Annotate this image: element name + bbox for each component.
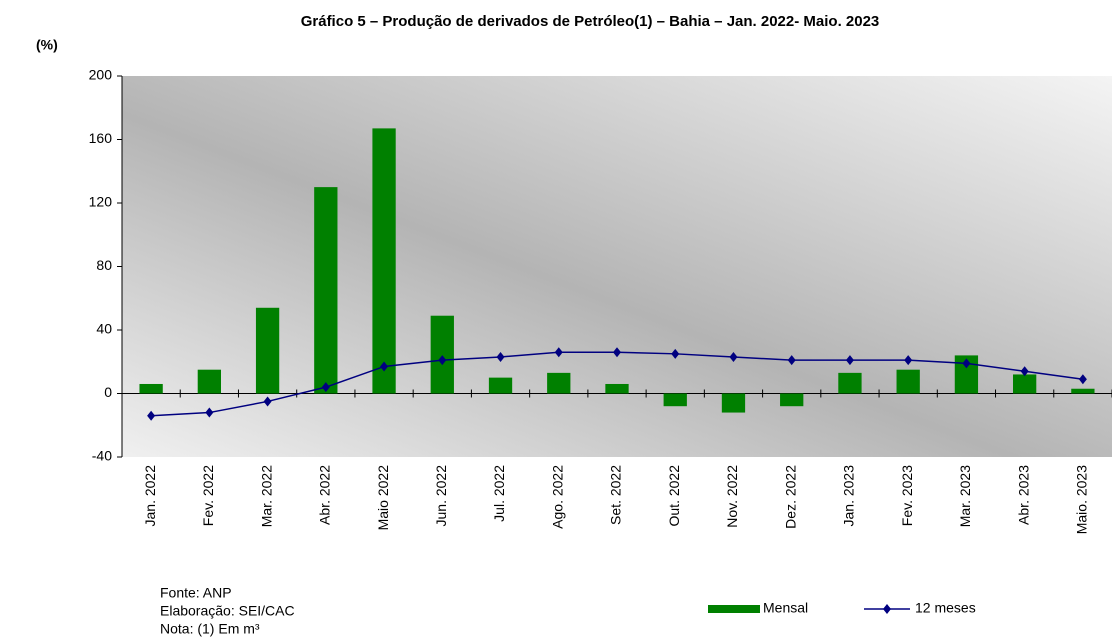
x-tick-label: Nov. 2022	[724, 465, 740, 528]
marker	[613, 347, 621, 358]
x-tick-label: Dez. 2022	[782, 465, 798, 529]
y-tick-label: 120	[89, 194, 113, 210]
y-unit: (%)	[36, 37, 58, 53]
marker	[904, 355, 913, 366]
legend-swatch	[883, 604, 891, 614]
marker	[263, 396, 272, 407]
x-tick-label: Jan. 2023	[841, 465, 857, 527]
bar	[780, 393, 804, 407]
y-tick-label: 160	[89, 130, 113, 146]
bar	[139, 383, 163, 394]
x-tick-label: Jan. 2022	[142, 465, 158, 527]
bar	[663, 393, 687, 407]
bar	[896, 369, 920, 394]
bar	[954, 355, 979, 394]
marker	[380, 361, 389, 372]
x-tick-label: Maio. 2023	[1074, 465, 1090, 534]
bar	[430, 315, 454, 394]
legend-label: 12 meses	[915, 600, 976, 616]
x-tick-label: Jul. 2022	[491, 465, 507, 522]
x-tick-label: Fev. 2022	[200, 465, 216, 526]
marker	[845, 355, 854, 366]
x-tick-label: Mar. 2023	[957, 465, 973, 527]
bar	[488, 377, 513, 394]
bar	[197, 369, 221, 394]
bar	[255, 307, 280, 394]
legend-label: Mensal	[763, 600, 808, 616]
marker	[671, 348, 680, 359]
bar	[605, 383, 629, 394]
y-tick-label: 0	[104, 384, 112, 400]
bar	[314, 187, 338, 394]
note: Elaboração: SEI/CAC	[160, 603, 295, 619]
marker	[554, 347, 563, 358]
y-tick-label: 40	[96, 321, 112, 337]
x-tick-label: Set. 2022	[608, 465, 624, 525]
marker	[438, 355, 447, 366]
x-tick-label: Out. 2022	[666, 465, 682, 527]
note: Nota: (1) Em m³	[160, 621, 260, 637]
y-tick-label: 200	[89, 67, 113, 83]
x-tick-label: Jun. 2022	[433, 465, 449, 527]
bar	[372, 128, 396, 394]
marker	[1078, 374, 1087, 385]
x-tick-label: Ago. 2022	[549, 465, 565, 529]
note: Fonte: ANP	[160, 585, 232, 601]
marker	[962, 358, 971, 369]
x-tick-label: Mar. 2022	[258, 465, 274, 527]
marker	[1020, 366, 1029, 377]
marker	[205, 407, 214, 418]
marker	[321, 382, 330, 393]
plot-area	[122, 76, 1112, 457]
marker	[787, 355, 796, 366]
x-tick-label: Abr. 2023	[1015, 465, 1031, 525]
x-tick-label: Fev. 2023	[899, 465, 915, 526]
bar	[1013, 374, 1037, 394]
bar	[721, 393, 746, 413]
y-tick-label: 80	[96, 257, 112, 273]
marker	[729, 351, 738, 362]
y-tick-label: -40	[92, 448, 112, 464]
x-tick-label: Maio 2022	[375, 465, 391, 531]
chart-title: Gráfico 5 – Produção de derivados de Pet…	[301, 13, 880, 30]
marker	[147, 410, 156, 421]
x-tick-label: Abr. 2022	[317, 465, 333, 525]
bar	[838, 372, 862, 394]
marker	[496, 351, 505, 362]
bar	[547, 372, 571, 394]
legend-swatch	[708, 605, 760, 613]
bar	[1071, 388, 1095, 394]
